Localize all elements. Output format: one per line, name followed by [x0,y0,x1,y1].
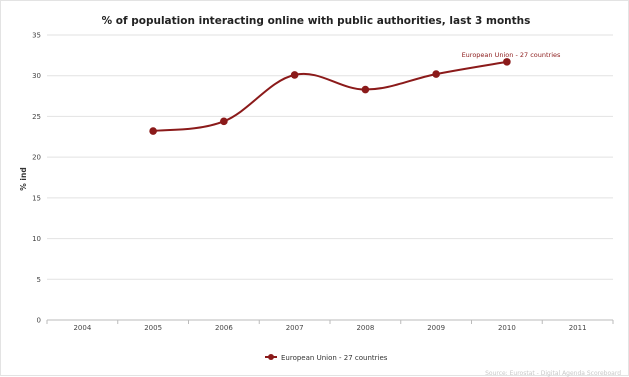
x-tick-label: 2005 [144,324,162,332]
x-tick-label: 2010 [498,324,516,332]
x-tick-label: 2008 [356,324,374,332]
legend-label: European Union - 27 countries [281,354,388,362]
grid-lines [47,34,613,321]
data-point[interactable] [503,58,511,66]
data-point[interactable] [361,85,370,94]
data-point[interactable] [149,127,157,135]
x-tick-label: 2006 [215,324,233,332]
y-tick-label: 0 [37,317,41,325]
y-tick-label: 25 [32,113,41,121]
y-tick-label: 5 [37,276,41,284]
y-tick-label: 20 [32,154,41,162]
series-line [152,60,508,133]
x-tick-label: 2004 [73,324,91,332]
data-point[interactable] [220,117,228,126]
y-axis-label: % ind [19,167,28,190]
chart-title: % of population interacting online with … [102,15,531,27]
chart-credit: Source: Eurostat - Digital Agenda Scoreb… [485,370,621,377]
legend[interactable]: European Union - 27 countries [265,354,388,362]
x-tick-label: 2011 [569,324,587,332]
y-tick-label: 35 [32,32,41,40]
y-tick-label: 10 [32,235,41,243]
series-end-label: European Union - 27 countries [462,51,561,59]
data-point[interactable] [432,70,440,78]
x-tick-label: 2009 [427,324,445,332]
y-tick-label: 15 [32,194,41,202]
series-group [149,58,511,135]
y-axis-ticks: 0 5 10 15 20 25 30 35 [32,32,41,325]
y-tick-label: 30 [32,72,41,80]
x-axis-ticks: 2004 2005 2006 2007 2008 2009 2010 2011 [46,320,614,332]
x-tick-label: 2007 [286,324,304,332]
legend-marker-icon [268,354,274,360]
data-point[interactable] [290,71,299,79]
